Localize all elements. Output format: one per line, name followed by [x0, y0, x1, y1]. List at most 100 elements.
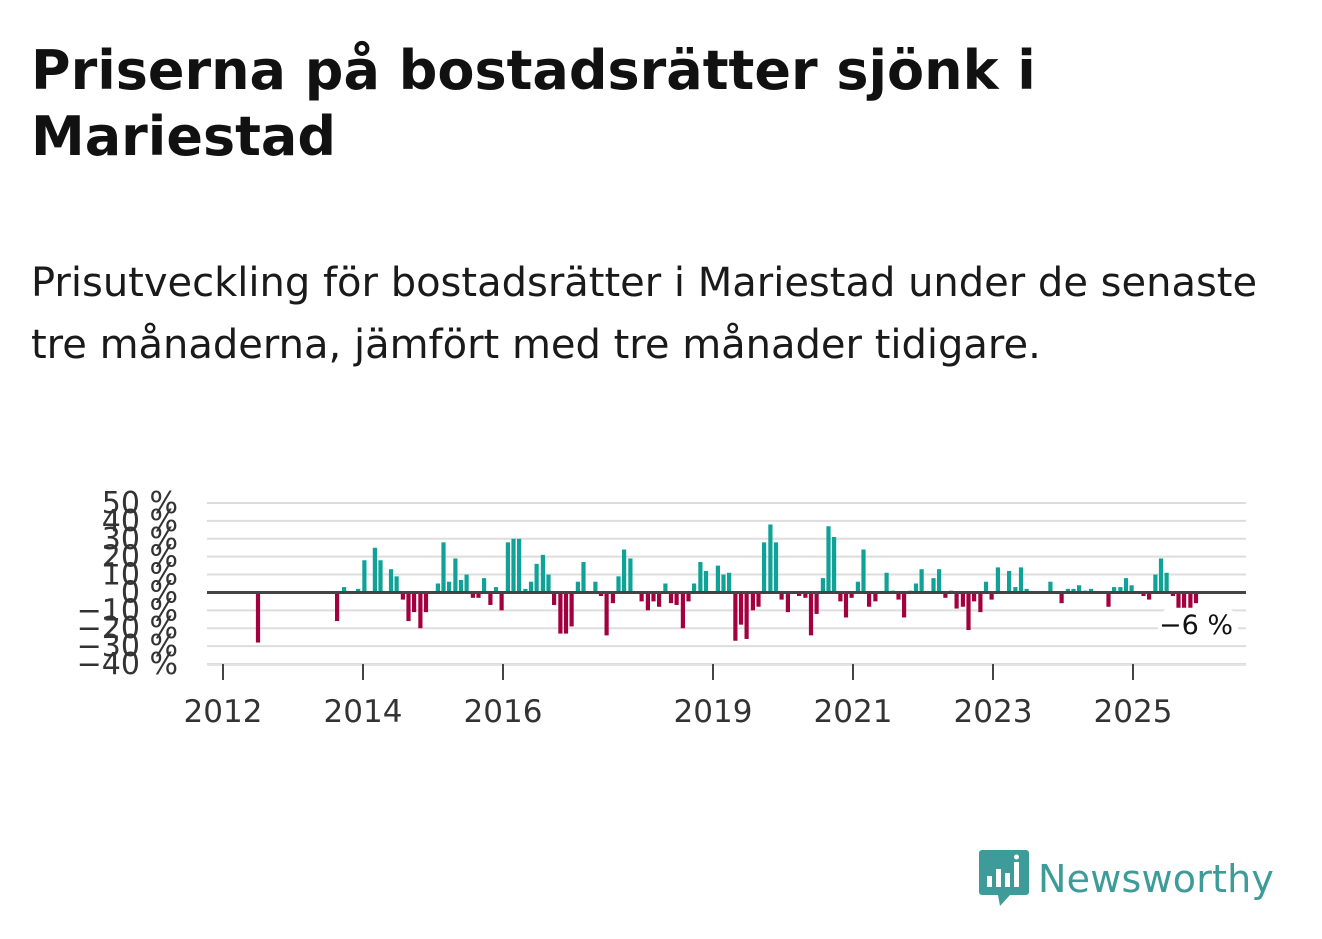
bar: [983, 581, 989, 593]
bar: [657, 592, 662, 607]
bar: [552, 592, 557, 605]
bar: [1018, 567, 1024, 593]
bar: [843, 592, 849, 618]
x-tick-label: 2012: [184, 694, 263, 730]
bar: [1013, 587, 1018, 593]
bar: [989, 592, 994, 600]
bar: [499, 592, 504, 611]
bar: [1147, 592, 1152, 600]
bar: [482, 578, 487, 593]
y-axis: −40 %−30 %−20 %−10 %0 %10 %20 %30 %40 %5…: [77, 486, 178, 682]
bar: [1007, 570, 1012, 593]
bar: [803, 592, 808, 598]
bar: [335, 592, 340, 622]
bar: [1077, 585, 1082, 593]
bar: [593, 581, 598, 593]
bar: [581, 562, 586, 593]
bar: [604, 592, 609, 636]
bar: [511, 538, 516, 593]
bar: [388, 569, 394, 593]
bar: [1118, 587, 1123, 593]
bar: [418, 592, 423, 629]
bar: [849, 592, 854, 598]
bar: [435, 583, 440, 593]
bar: [372, 547, 377, 593]
y-tick-label: 20 %: [102, 540, 178, 575]
bar: [686, 592, 691, 602]
bar: [394, 576, 399, 593]
bar: [1188, 592, 1193, 611]
newsworthy-chart-icon: [979, 850, 1029, 906]
x-tick-label: 2025: [1094, 694, 1173, 730]
bar: [1071, 588, 1076, 593]
bar: [1129, 585, 1134, 593]
bar: [808, 592, 814, 636]
bar: [406, 592, 411, 622]
bar: [1170, 592, 1175, 597]
bar: [464, 574, 469, 593]
bar: [663, 583, 668, 593]
bar: [1153, 574, 1158, 593]
bar: [867, 592, 872, 607]
bar: [1048, 581, 1053, 593]
bar: [733, 592, 738, 641]
bar: [1106, 592, 1111, 607]
bar: [773, 542, 779, 593]
bar: [458, 579, 464, 593]
bars: [207, 524, 1246, 643]
bar: [913, 583, 919, 593]
bar: [423, 592, 429, 613]
newsworthy-logo: Newsworthy: [978, 848, 1274, 910]
bar: [493, 587, 499, 593]
bar: [356, 588, 361, 593]
bar: [342, 587, 347, 593]
bar: [931, 578, 936, 593]
bar: [1141, 592, 1146, 597]
bar: [978, 592, 983, 613]
bar: [1176, 592, 1181, 618]
bar: [995, 567, 1000, 593]
bar: [563, 592, 569, 634]
bar: [255, 592, 261, 643]
x-tick-label: 2016: [464, 694, 543, 730]
bar: [470, 592, 475, 598]
bar: [674, 592, 679, 605]
bar: [1065, 588, 1070, 593]
y-tick-label: 50 %: [102, 486, 178, 521]
bar: [441, 542, 446, 593]
y-tick-label: 40 %: [102, 504, 178, 539]
bar: [505, 542, 510, 593]
bar: [1024, 588, 1029, 593]
y-tick-label: −20 %: [77, 611, 178, 646]
bar: [832, 536, 837, 593]
bar: [528, 581, 534, 593]
bar: [703, 570, 709, 593]
x-axis: 2012 2014 2016 2019 2021 2023 2025: [184, 664, 1246, 730]
bar: [651, 592, 656, 602]
bar: [820, 578, 825, 593]
bar: [960, 592, 965, 607]
x-tick-label: 2019: [674, 694, 753, 730]
bar: [1158, 558, 1164, 593]
bar: [1164, 572, 1169, 593]
bar: [616, 576, 621, 593]
bar: [628, 558, 633, 593]
bar: [598, 592, 604, 597]
bar: [610, 592, 615, 604]
x-tick-label: 2023: [954, 694, 1033, 730]
bar: [762, 542, 767, 593]
chart-subtitle: Prisutveckling för bostadsrätter i Marie…: [31, 260, 1258, 368]
bar: [453, 558, 458, 593]
bar: [400, 592, 405, 600]
x-tick-label: 2014: [324, 694, 403, 730]
bar: [861, 549, 866, 593]
bar: [884, 572, 889, 593]
bar: [534, 563, 539, 593]
bar: [1193, 592, 1199, 604]
bar: [896, 592, 901, 600]
x-tick-label: 2021: [814, 694, 893, 730]
bar: [972, 592, 977, 602]
bar: [575, 581, 580, 593]
chart-title: Priserna på bostadsrätter sjönk i Maries…: [31, 39, 1036, 168]
bar: [721, 574, 726, 593]
